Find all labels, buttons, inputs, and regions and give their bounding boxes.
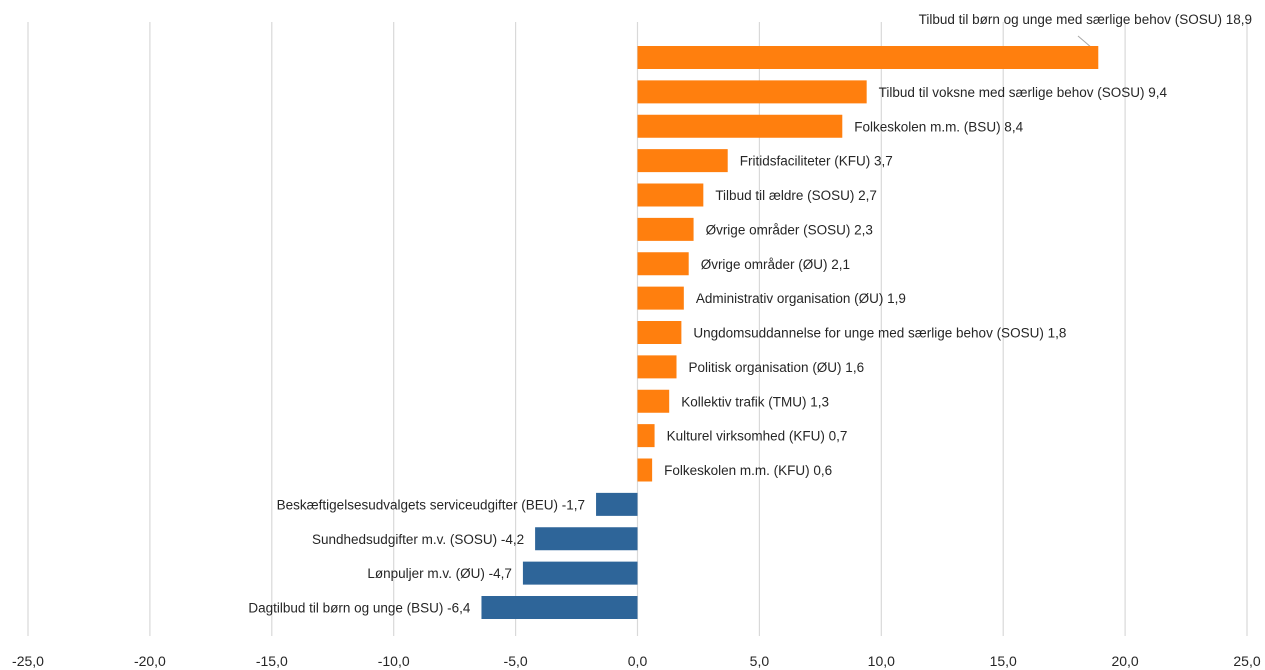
data-label: Tilbud til voksne med særlige behov (SOS… — [879, 85, 1168, 100]
bar — [481, 596, 638, 619]
bar — [637, 46, 1099, 69]
x-tick-label: -15,0 — [256, 653, 288, 669]
x-tick-label: 0,0 — [628, 653, 648, 669]
x-tick-label: -10,0 — [378, 653, 410, 669]
data-label: Tilbud til ældre (SOSU) 2,7 — [715, 188, 877, 203]
x-tick-label: 5,0 — [750, 653, 770, 669]
data-label: Sundhedsudgifter m.v. (SOSU) -4,2 — [312, 532, 524, 547]
bar — [637, 355, 677, 379]
bar — [637, 80, 867, 104]
bar — [637, 217, 694, 241]
bars — [481, 46, 1099, 619]
bar — [637, 458, 653, 482]
data-label: Beskæftigelsesudvalgets serviceudgifter … — [277, 497, 585, 512]
x-tick-label: 10,0 — [868, 653, 895, 669]
data-label: Ungdomsuddannelse for unge med særlige b… — [693, 326, 1066, 341]
bar — [535, 527, 638, 551]
bar — [522, 561, 638, 585]
data-label: Dagtilbud til børn og unge (BSU) -6,4 — [248, 601, 471, 616]
data-label: Folkeskolen m.m. (BSU) 8,4 — [854, 119, 1023, 134]
data-label: Øvrige områder (SOSU) 2,3 — [706, 222, 873, 237]
x-tick-label: -25,0 — [12, 653, 44, 669]
bar — [596, 492, 638, 516]
bar — [637, 252, 689, 276]
bar — [637, 389, 670, 413]
x-tick-label: 20,0 — [1111, 653, 1138, 669]
data-label: Folkeskolen m.m. (KFU) 0,6 — [664, 463, 832, 478]
data-label: Politisk organisation (ØU) 1,6 — [689, 360, 865, 375]
data-label: Fritidsfaciliteter (KFU) 3,7 — [740, 154, 893, 169]
data-label: Tilbud til børn og unge med særlige beho… — [919, 12, 1252, 27]
bar — [637, 286, 684, 310]
data-label: Lønpuljer m.v. (ØU) -4,7 — [367, 566, 512, 581]
bar — [637, 149, 728, 173]
data-label: Kollektiv trafik (TMU) 1,3 — [681, 394, 829, 409]
data-label: Øvrige områder (ØU) 2,1 — [701, 257, 850, 272]
x-axis-tick-labels: -25,0 -20,0 -15,0 -10,0 -5,0 0,0 5,0 10,0 15,0 20… — [12, 653, 1261, 669]
bar — [637, 321, 682, 344]
data-label: Kulturel virksomhed (KFU) 0,7 — [667, 429, 848, 444]
x-tick-label: -5,0 — [504, 653, 528, 669]
x-tick-label: 25,0 — [1233, 653, 1260, 669]
data-label: Administrativ organisation (ØU) 1,9 — [696, 291, 906, 306]
x-tick-label: -20,0 — [134, 653, 166, 669]
bar — [637, 183, 704, 207]
bar — [637, 424, 655, 448]
bar — [637, 114, 843, 138]
data-labels: Tilbud til børn og unge med særlige beho… — [248, 12, 1252, 616]
x-tick-label: 15,0 — [990, 653, 1017, 669]
